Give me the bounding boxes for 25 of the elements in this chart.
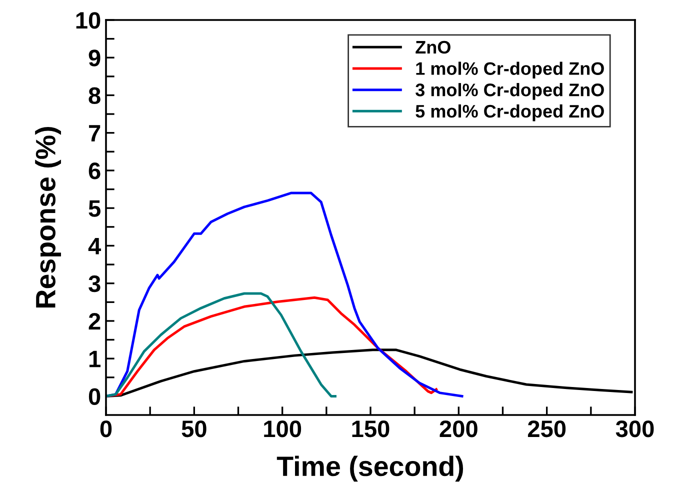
y-tick-label: 0	[88, 388, 100, 405]
x-tick-label: 250	[528, 420, 566, 438]
x-tick-label: 150	[352, 420, 390, 438]
y-tick-label: 3	[88, 275, 100, 292]
y-tick-label: 6	[88, 162, 100, 180]
y-tick-label: 8	[88, 87, 100, 104]
y-tick-label: 4	[88, 238, 102, 254]
y-tick-label: 5	[88, 200, 100, 217]
legend-label: 3 mol% Cr-doped ZnO	[416, 83, 604, 100]
y-tick-label: 2	[88, 313, 100, 330]
legend-label: ZnO	[416, 40, 450, 54]
legend-label: 1 mol% Cr-doped ZnO	[416, 62, 604, 79]
x-tick-label: 0	[100, 420, 112, 438]
y-axis-title: Response (%)	[35, 127, 61, 308]
y-tick-label: 7	[89, 125, 100, 142]
x-tick-label: 300	[616, 420, 654, 438]
y-tick-label: 1	[89, 350, 100, 368]
x-tick-label: 200	[440, 420, 478, 438]
line-series	[106, 292, 336, 398]
y-tick-label: 10	[76, 12, 100, 29]
x-tick-label: 100	[264, 420, 302, 438]
x-axis-title: Time (second)	[276, 456, 464, 482]
x-tick-label: 50	[182, 420, 206, 438]
legend-label: 5 mol% Cr-doped ZnO	[416, 104, 604, 122]
y-tick-label: 9	[88, 50, 100, 66]
